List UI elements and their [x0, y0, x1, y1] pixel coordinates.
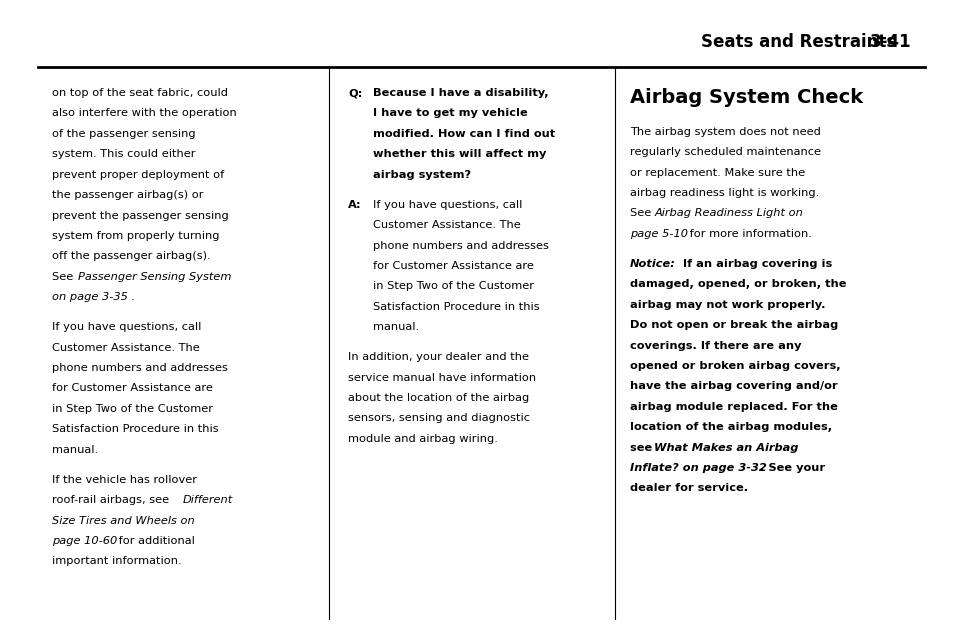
Text: off the passenger airbag(s).: off the passenger airbag(s). [52, 251, 211, 262]
Text: Seats and Restraints: Seats and Restraints [700, 33, 896, 51]
Text: I have to get my vehicle: I have to get my vehicle [373, 108, 527, 119]
Text: prevent the passenger sensing: prevent the passenger sensing [52, 211, 229, 221]
Text: Size Tires and Wheels on: Size Tires and Wheels on [52, 516, 195, 526]
Text: roof-rail airbags, see: roof-rail airbags, see [52, 495, 173, 505]
Text: location of the airbag modules,: location of the airbag modules, [629, 422, 831, 432]
Text: about the location of the airbag: about the location of the airbag [348, 393, 529, 403]
Text: see: see [629, 443, 656, 452]
Text: opened or broken airbag covers,: opened or broken airbag covers, [629, 361, 840, 371]
Text: Notice:: Notice: [629, 259, 675, 269]
Text: Customer Assistance. The: Customer Assistance. The [373, 220, 520, 230]
Text: Inflate? on page 3-32: Inflate? on page 3-32 [629, 463, 765, 473]
Text: for additional: for additional [115, 536, 195, 546]
Text: damaged, opened, or broken, the: damaged, opened, or broken, the [629, 279, 845, 289]
Text: Because I have a disability,: Because I have a disability, [373, 88, 548, 98]
Text: system from properly turning: system from properly turning [52, 231, 220, 241]
Text: have the airbag covering and/or: have the airbag covering and/or [629, 382, 837, 391]
Text: manual.: manual. [373, 322, 418, 332]
Text: service manual have information: service manual have information [348, 373, 536, 383]
Text: See: See [629, 209, 654, 218]
Text: Different: Different [183, 495, 233, 505]
Text: page 5-10: page 5-10 [629, 229, 687, 239]
Text: Airbag System Check: Airbag System Check [629, 88, 862, 107]
Text: In addition, your dealer and the: In addition, your dealer and the [348, 352, 529, 362]
Text: If an airbag covering is: If an airbag covering is [679, 259, 832, 269]
Text: If the vehicle has rollover: If the vehicle has rollover [52, 475, 197, 485]
Text: phone numbers and addresses: phone numbers and addresses [373, 241, 548, 251]
Text: or replacement. Make sure the: or replacement. Make sure the [629, 168, 804, 177]
Text: airbag may not work properly.: airbag may not work properly. [629, 300, 824, 309]
Text: for more information.: for more information. [685, 229, 811, 239]
Text: airbag module replaced. For the: airbag module replaced. For the [629, 402, 837, 412]
Text: Satisfaction Procedure in this: Satisfaction Procedure in this [52, 424, 219, 434]
Text: sensors, sensing and diagnostic: sensors, sensing and diagnostic [348, 413, 530, 424]
Text: for Customer Assistance are: for Customer Assistance are [52, 383, 213, 394]
Text: on page 3-35: on page 3-35 [52, 292, 129, 302]
Text: Satisfaction Procedure in this: Satisfaction Procedure in this [373, 302, 539, 312]
Text: 3-41: 3-41 [868, 33, 910, 51]
Text: of the passenger sensing: of the passenger sensing [52, 129, 196, 139]
Text: airbag system?: airbag system? [373, 170, 471, 180]
Text: airbag readiness light is working.: airbag readiness light is working. [629, 188, 818, 198]
Text: also interfere with the operation: also interfere with the operation [52, 108, 237, 119]
Text: The airbag system does not need: The airbag system does not need [629, 127, 820, 137]
Text: module and airbag wiring.: module and airbag wiring. [348, 434, 497, 444]
Text: whether this will affect my: whether this will affect my [373, 149, 546, 160]
Text: If you have questions, call: If you have questions, call [373, 200, 522, 210]
Text: regularly scheduled maintenance: regularly scheduled maintenance [629, 147, 820, 157]
Text: page 10-60: page 10-60 [52, 536, 117, 546]
Text: Do not open or break the airbag: Do not open or break the airbag [629, 320, 837, 330]
Text: coverings. If there are any: coverings. If there are any [629, 341, 801, 350]
Text: prevent proper deployment of: prevent proper deployment of [52, 170, 225, 180]
Text: for Customer Assistance are: for Customer Assistance are [373, 261, 534, 271]
Text: Q:: Q: [348, 88, 362, 98]
Text: important information.: important information. [52, 556, 182, 567]
Text: on top of the seat fabric, could: on top of the seat fabric, could [52, 88, 228, 98]
Text: in Step Two of the Customer: in Step Two of the Customer [373, 281, 534, 292]
Text: Customer Assistance. The: Customer Assistance. The [52, 343, 200, 353]
Text: system. This could either: system. This could either [52, 149, 195, 160]
Text: See: See [52, 272, 77, 282]
Text: phone numbers and addresses: phone numbers and addresses [52, 363, 228, 373]
Text: .: . [131, 292, 134, 302]
Text: Passenger Sensing System: Passenger Sensing System [78, 272, 232, 282]
Text: dealer for service.: dealer for service. [629, 484, 747, 493]
Text: A:: A: [348, 200, 361, 210]
Text: . See your: . See your [760, 463, 824, 473]
Text: the passenger airbag(s) or: the passenger airbag(s) or [52, 190, 204, 200]
Text: in Step Two of the Customer: in Step Two of the Customer [52, 404, 213, 414]
Text: modified. How can I find out: modified. How can I find out [373, 129, 555, 139]
Text: What Makes an Airbag: What Makes an Airbag [654, 443, 798, 452]
Text: If you have questions, call: If you have questions, call [52, 322, 202, 332]
Text: manual.: manual. [52, 445, 98, 455]
Text: Airbag Readiness Light on: Airbag Readiness Light on [654, 209, 802, 218]
